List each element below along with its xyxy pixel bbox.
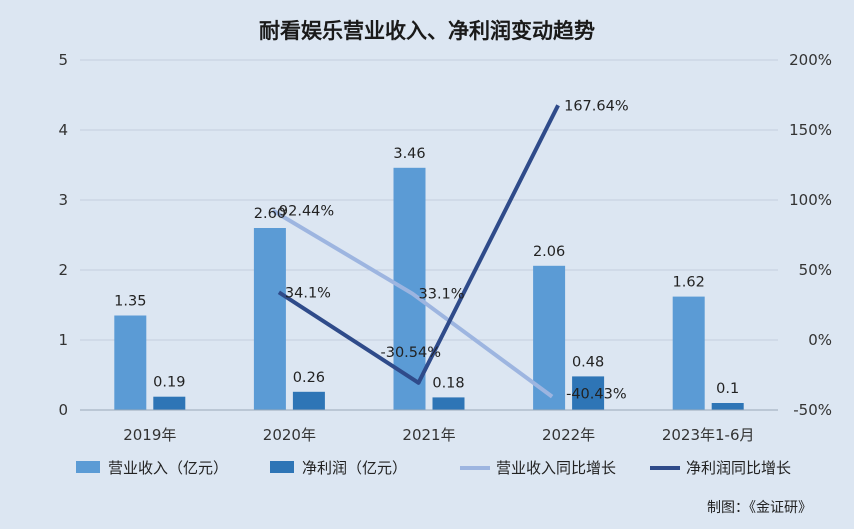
y-right-tick-label: 0% xyxy=(808,331,832,349)
axes: 0 1 2 3 4 5 -50% 0% 50% 100% 150% 200% 2019年 2020年 202… xyxy=(58,51,832,444)
x-tick-label: 2021年 xyxy=(402,426,455,444)
bar xyxy=(672,296,705,410)
y-left-tick-label: 5 xyxy=(58,51,68,69)
chart-credit: 制图：《金证研》 xyxy=(707,500,812,516)
series-line xyxy=(271,208,554,399)
y-right-tick-label: 150% xyxy=(789,121,832,139)
y-left-tick-label: 0 xyxy=(58,401,68,419)
legend-label: 营业收入（亿元） xyxy=(108,459,228,477)
line-data-label: 34.1% xyxy=(285,285,331,301)
bar-data-label: 0.48 xyxy=(572,354,604,370)
y-right-tick-label: -50% xyxy=(793,401,832,419)
bar-data-label: 0.1 xyxy=(716,381,739,397)
bar-data-label: 2.60 xyxy=(254,206,286,222)
line-series xyxy=(271,104,560,399)
bar-data-label: 2.06 xyxy=(533,244,565,260)
y-left-tick-label: 4 xyxy=(58,121,68,139)
legend-swatch xyxy=(76,461,100,473)
legend-label: 营业收入同比增长 xyxy=(496,459,616,477)
bar-data-label: 1.35 xyxy=(114,294,146,310)
line-data-label: -30.54% xyxy=(381,345,442,361)
bar-data-label: 3.46 xyxy=(393,146,425,162)
legend: 营业收入（亿元） 净利润（亿元） 营业收入同比增长 净利润同比增长 xyxy=(76,459,791,477)
bar-data-label: 0.19 xyxy=(153,375,185,391)
x-tick-label: 2023年1-6月 xyxy=(662,426,755,444)
bar-data-label: 0.26 xyxy=(293,370,325,386)
legend-label: 净利润（亿元） xyxy=(302,459,407,477)
x-tick-label: 2022年 xyxy=(542,426,595,444)
line-data-label: 92.44% xyxy=(279,204,334,220)
legend-label: 净利润同比增长 xyxy=(686,459,791,477)
series-line xyxy=(277,104,560,385)
line-data-label: 33.1% xyxy=(419,287,465,303)
data-labels: 1.35 2.60 3.46 2.06 1.62 0.19 0.26 0.18 0.48 0.1 9… xyxy=(114,98,739,402)
y-right-tick-label: 200% xyxy=(789,51,832,69)
y-left-tick-label: 1 xyxy=(58,331,68,349)
y-left-tick-label: 3 xyxy=(58,191,68,209)
x-tick-label: 2020年 xyxy=(263,426,316,444)
bar-data-label: 1.62 xyxy=(673,275,705,291)
line-data-label: 167.64% xyxy=(564,98,629,114)
bar xyxy=(711,403,744,410)
bar xyxy=(153,396,186,410)
legend-swatch xyxy=(270,461,294,473)
bar xyxy=(432,397,465,410)
bar xyxy=(253,228,286,410)
bar xyxy=(114,315,147,410)
y-right-tick-label: 100% xyxy=(789,191,832,209)
x-tick-label: 2019年 xyxy=(123,426,176,444)
bar xyxy=(292,391,325,410)
chart-title: 耐看娱乐营业收入、净利润变动趋势 xyxy=(259,19,595,43)
y-left-tick-label: 2 xyxy=(58,261,68,279)
y-right-tick-label: 50% xyxy=(799,261,832,279)
bar-data-label: 0.18 xyxy=(432,375,464,391)
bar xyxy=(572,376,605,410)
line-data-label: -40.43% xyxy=(566,387,627,403)
